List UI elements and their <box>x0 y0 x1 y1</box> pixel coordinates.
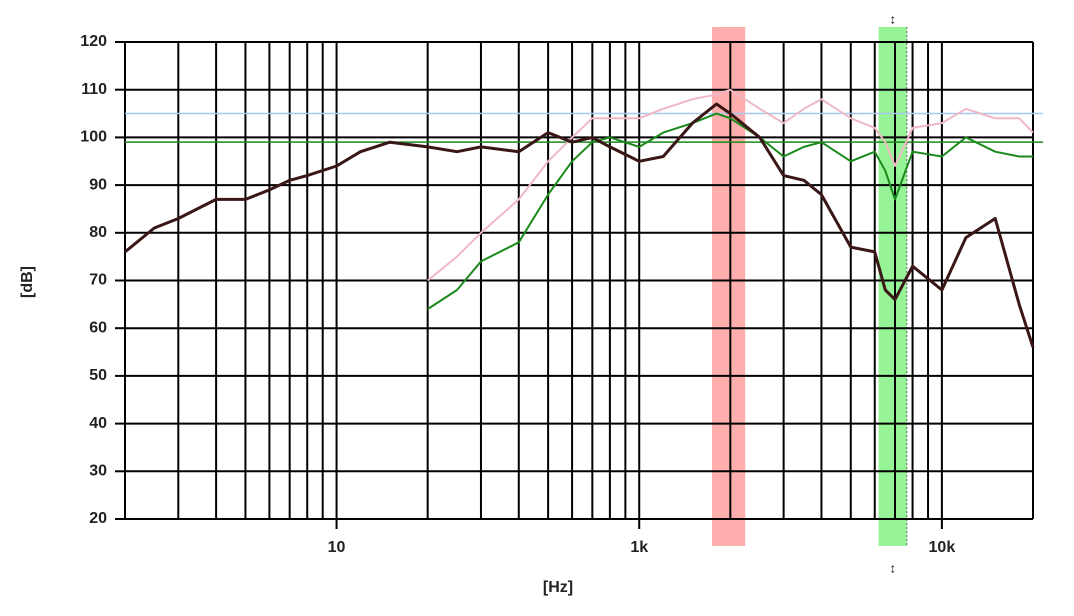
y-tick-label: 80 <box>89 224 107 241</box>
x-axis-label: [Hz] <box>543 579 573 596</box>
y-tick-label: 110 <box>81 81 107 98</box>
y-tick-label: 60 <box>89 319 107 336</box>
x-tick-label: 1k <box>630 539 648 556</box>
resize-handle: ↕ <box>889 560 896 575</box>
y-tick-label: 30 <box>89 463 107 480</box>
resize-handle: ↕ <box>889 11 896 26</box>
y-tick-label: 120 <box>80 33 107 50</box>
x-tick-label: 10k <box>929 539 956 556</box>
y-tick-label: 20 <box>89 510 107 527</box>
y-tick-label: 40 <box>89 415 107 432</box>
x-tick-label: 10 <box>328 539 346 556</box>
y-axis-label: [dB] <box>19 266 36 298</box>
y-tick-label: 50 <box>89 367 107 384</box>
y-tick-label: 100 <box>80 129 107 146</box>
y-tick-label: 90 <box>89 176 107 193</box>
series-line <box>427 88 1034 282</box>
y-tick-label: 70 <box>89 272 107 289</box>
series-line <box>124 102 1035 348</box>
